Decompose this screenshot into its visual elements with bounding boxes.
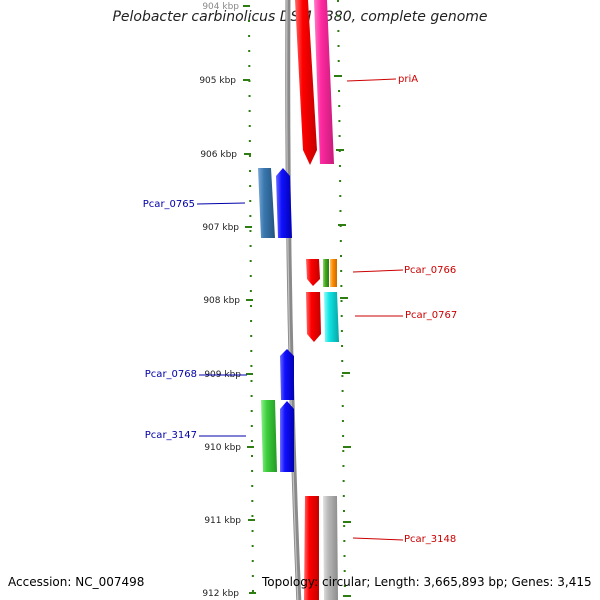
gene-green-0766[interactable]	[323, 259, 329, 287]
leader-pcar0765	[196, 202, 246, 205]
gene-blue-3147[interactable]	[280, 401, 294, 472]
ruler-labels: 904 kbp 905 kbp 906 kbp 907 kbp 908 kbp …	[199, 2, 241, 599]
genome-backbone	[285, 0, 302, 600]
gene-label-pcar3148[interactable]: Pcar_3148	[404, 534, 456, 545]
gene-label-pcar0768[interactable]: Pcar_0768	[145, 369, 197, 380]
ruler-label-907: 907 kbp	[202, 223, 239, 233]
ruler-ticks	[243, 5, 351, 597]
ruler-label-906: 906 kbp	[200, 150, 237, 160]
gene-label-pcar0767[interactable]: Pcar_0767	[405, 310, 457, 321]
ruler-label-912: 912 kbp	[202, 589, 239, 599]
gene-orange-0766[interactable]	[330, 259, 337, 287]
gene-blue-0765[interactable]	[276, 168, 292, 238]
gene-steel-blue-0765[interactable]	[258, 168, 275, 238]
genome-backbone-highlight	[286, 0, 299, 600]
ruler-label-911: 911 kbp	[204, 516, 241, 526]
gene-gray-3148[interactable]	[323, 496, 338, 600]
gene-blue-0768[interactable]	[280, 349, 294, 400]
gene-red-0766[interactable]	[306, 259, 320, 286]
gene-label-priA[interactable]: priA	[398, 74, 418, 85]
gene-green-3147[interactable]	[261, 400, 277, 472]
leader-priA	[346, 78, 397, 82]
gene-cyan-0767[interactable]	[324, 292, 339, 342]
accession-text: Accession: NC_007498	[8, 575, 145, 589]
gene-label-pcar0766[interactable]: Pcar_0766	[404, 265, 456, 276]
ruler-label-905: 905 kbp	[199, 76, 236, 86]
genome-summary-text: Topology: circular; Length: 3,665,893 bp…	[262, 575, 592, 589]
gene-labels: priA Pcar_0765 Pcar_0766 Pcar_0767 Pcar_…	[143, 74, 457, 545]
ruler-label-904: 904 kbp	[202, 2, 239, 12]
gene-pink-top[interactable]	[314, 0, 334, 164]
gene-red-top[interactable]	[295, 0, 317, 165]
gene-label-pcar3147[interactable]: Pcar_3147	[145, 430, 197, 441]
ruler-label-908: 908 kbp	[203, 296, 240, 306]
left-dotted-track	[248, 19, 254, 599]
leader-pcar3148	[352, 537, 404, 541]
gene-label-pcar0765[interactable]: Pcar_0765	[143, 199, 195, 210]
label-leaders	[196, 78, 404, 541]
ruler-label-910: 910 kbp	[204, 443, 241, 453]
gene-red-3148[interactable]	[304, 496, 319, 600]
gene-red-0767[interactable]	[306, 292, 321, 342]
leader-pcar0766	[352, 269, 404, 273]
